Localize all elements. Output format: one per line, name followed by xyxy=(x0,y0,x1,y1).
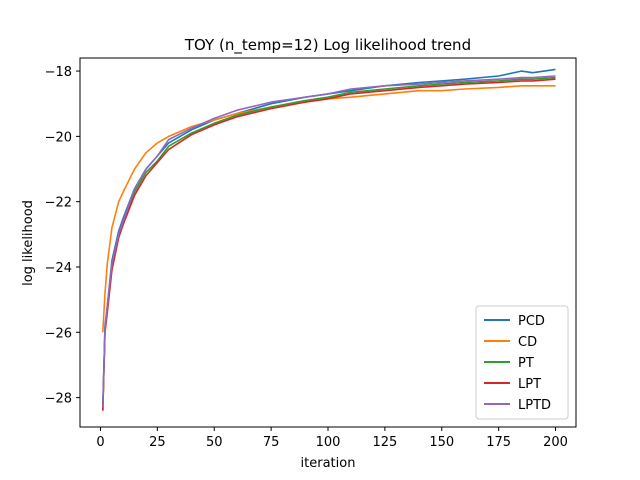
y-tick-label: −26 xyxy=(45,326,72,341)
y-tick-label: −18 xyxy=(45,65,72,80)
chart-title: TOY (n_temp=12) Log likelihood trend xyxy=(184,36,471,55)
x-tick-label: 50 xyxy=(206,435,223,450)
x-axis-title: iteration xyxy=(301,456,356,471)
y-axis: −28 −26 −24 −22 −20 −18 xyxy=(45,65,80,407)
x-tick-label: 100 xyxy=(316,435,341,450)
legend: PCD CD PT LPT LPTD xyxy=(475,305,569,420)
legend-label: PT xyxy=(518,356,534,371)
y-tick-label: −28 xyxy=(45,392,72,407)
x-axis: 0 25 50 75 100 125 150 175 200 xyxy=(96,427,568,450)
plot-lines xyxy=(102,68,556,411)
x-tick-label: 150 xyxy=(429,435,454,450)
legend-label: PCD xyxy=(518,314,545,329)
series-line-cd xyxy=(102,85,556,333)
legend-label: CD xyxy=(518,335,537,350)
y-tick-label: −22 xyxy=(45,196,72,211)
legend-box xyxy=(475,305,569,420)
y-axis-title: log likelihood xyxy=(21,200,36,286)
x-tick-label: 25 xyxy=(149,435,166,450)
x-tick-label: 200 xyxy=(543,435,568,450)
y-tick-label: −24 xyxy=(45,261,72,276)
x-tick-label: 175 xyxy=(486,435,511,450)
legend-label: LPT xyxy=(518,377,541,392)
x-tick-label: 75 xyxy=(263,435,280,450)
x-tick-label: 0 xyxy=(96,435,104,450)
legend-label: LPTD xyxy=(518,398,551,413)
y-tick-label: −20 xyxy=(45,130,72,145)
series-line-lptd xyxy=(102,75,556,408)
x-tick-label: 125 xyxy=(372,435,397,450)
